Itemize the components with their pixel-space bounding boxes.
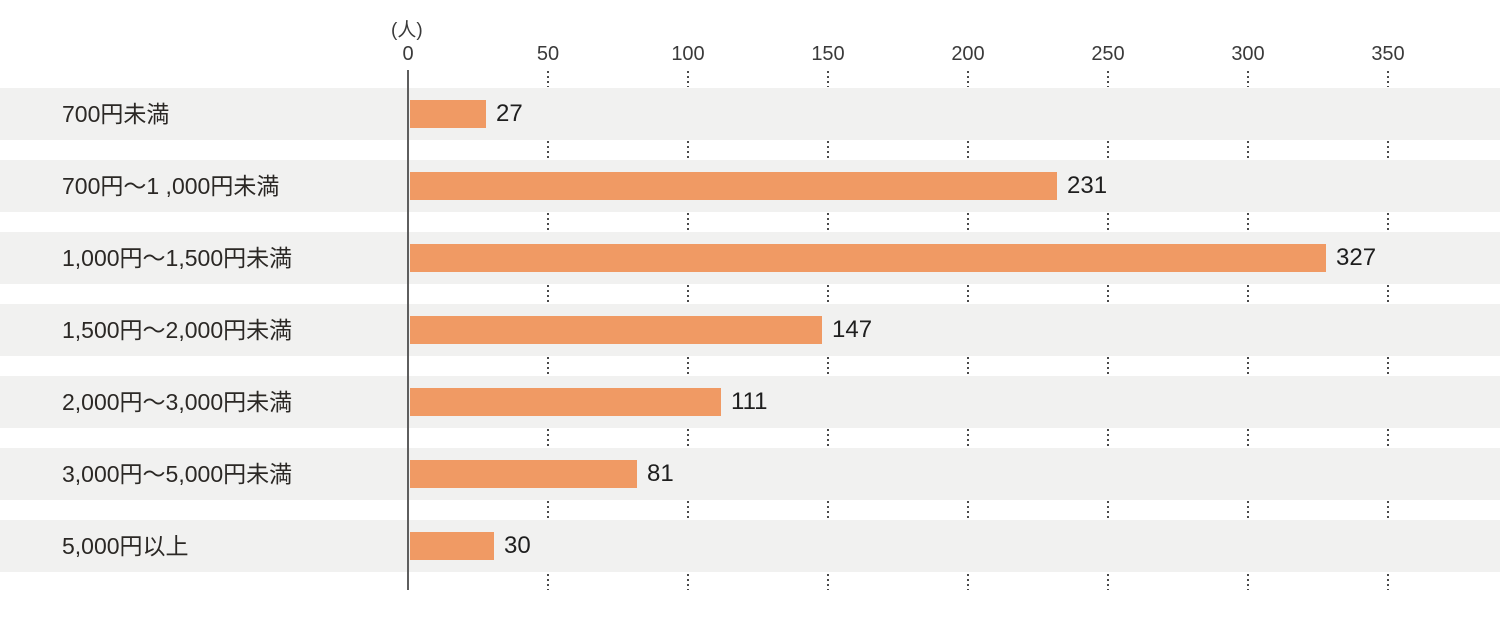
dotted-gridline [967,429,969,447]
category-label: 2,000円〜3,000円未満 [62,389,293,415]
dotted-gridline [1387,141,1389,159]
dotted-gridline [967,357,969,375]
x-tick-label: 150 [811,43,845,65]
dotted-gridline [547,71,549,87]
x-tick-label: 300 [1231,43,1265,65]
dotted-gridline [827,71,829,87]
dotted-gridline [967,501,969,519]
dotted-gridline [827,429,829,447]
category-label: 700円〜1 ,000円未満 [62,173,280,199]
dotted-gridline [1107,213,1109,231]
dotted-gridline [827,574,829,590]
dotted-gridline [687,285,689,303]
value-label: 111 [731,388,768,415]
dotted-gridline [1107,141,1109,159]
x-tick-label: 350 [1371,43,1405,65]
category-label: 5,000円以上 [62,533,189,559]
x-tick-label: 250 [1091,43,1125,65]
dotted-gridline [687,141,689,159]
value-label: 81 [647,460,674,487]
dotted-gridline [967,285,969,303]
dotted-gridline [1107,71,1109,87]
dotted-gridline [547,213,549,231]
row-band [0,448,1500,500]
dotted-gridline [967,213,969,231]
dotted-gridline [1387,429,1389,447]
dotted-gridline [1247,574,1249,590]
bar [410,388,721,416]
value-label: 30 [504,532,531,559]
dotted-gridline [827,501,829,519]
bar [410,460,637,488]
dotted-gridline [967,71,969,87]
value-label: 27 [496,100,523,127]
bar [410,244,1326,272]
dotted-gridline [1247,141,1249,159]
dotted-gridline [1387,213,1389,231]
bar [410,172,1057,200]
row-band [0,88,1500,140]
category-label: 1,500円〜2,000円未満 [62,317,293,343]
dotted-gridline [827,285,829,303]
dotted-gridline [1387,71,1389,87]
dotted-gridline [827,357,829,375]
dotted-gridline [1387,574,1389,590]
dotted-gridline [1107,357,1109,375]
value-label: 327 [1336,244,1377,271]
dotted-gridline [547,285,549,303]
dotted-gridline [687,71,689,87]
dotted-gridline [1247,213,1249,231]
dotted-gridline [1387,285,1389,303]
dotted-gridline [1107,429,1109,447]
dotted-gridline [1247,501,1249,519]
bar [410,316,822,344]
dotted-gridline [1107,285,1109,303]
category-label: 1,000円〜1,500円未満 [62,245,293,271]
x-tick-label: 50 [536,43,560,65]
y-axis-line [407,70,409,590]
x-tick-label: 0 [402,43,414,65]
row-band [0,376,1500,428]
dotted-gridline [967,574,969,590]
dotted-gridline [1387,501,1389,519]
dotted-gridline [1107,501,1109,519]
dotted-gridline [1247,357,1249,375]
value-label: 147 [832,316,873,343]
category-label: 3,000円〜5,000円未満 [62,461,293,487]
dotted-gridline [687,501,689,519]
dotted-gridline [1247,71,1249,87]
dotted-gridline [687,574,689,590]
bar [410,100,486,128]
dotted-gridline [827,213,829,231]
dotted-gridline [827,141,829,159]
dotted-gridline [687,213,689,231]
dotted-gridline [1247,285,1249,303]
dotted-gridline [547,357,549,375]
dotted-gridline [547,574,549,590]
dotted-gridline [967,141,969,159]
dotted-gridline [687,429,689,447]
category-label: 700円未満 [62,101,170,127]
x-tick-label: 200 [951,43,985,65]
dotted-gridline [547,501,549,519]
x-tick-label: 100 [671,43,705,65]
value-label: 231 [1067,172,1108,199]
dotted-gridline [1107,574,1109,590]
dotted-gridline [547,141,549,159]
axis-unit-label: (人) [391,20,423,41]
dotted-gridline [687,357,689,375]
dotted-gridline [547,429,549,447]
dotted-gridline [1387,357,1389,375]
bar [410,532,494,560]
row-band [0,520,1500,572]
dotted-gridline [1247,429,1249,447]
